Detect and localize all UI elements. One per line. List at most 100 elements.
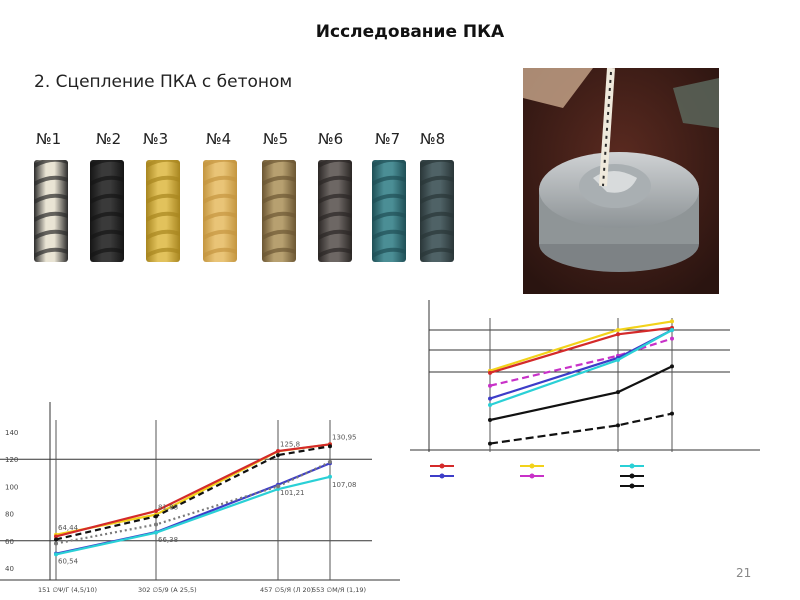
rod-rib: [34, 229, 68, 240]
data-label: 64,44: [58, 524, 79, 532]
rod-rib: [90, 193, 124, 204]
rod-rib: [372, 193, 406, 204]
data-point: [488, 370, 492, 375]
rod-image-6: [318, 160, 352, 262]
rod-rib: [372, 247, 406, 258]
series-line: [55, 443, 331, 538]
data-point: [616, 328, 620, 332]
legend-marker: [629, 473, 635, 479]
rod-rib: [262, 211, 296, 222]
data-point: [488, 418, 492, 422]
data-point: [670, 328, 674, 332]
rod-rib: [146, 211, 180, 222]
x-tick-label: 457 ∅5/Я (Л 20): [260, 586, 313, 594]
rod-rib: [262, 247, 296, 258]
slide-title: Исследование ПКА: [315, 22, 505, 42]
rod-rib: [318, 229, 352, 240]
rod-rib: [203, 229, 237, 240]
y-tick-label: 120: [5, 456, 18, 464]
data-point: [276, 453, 280, 458]
series-line: [55, 475, 331, 556]
y-tick-label: 60: [5, 538, 14, 546]
rod-rib: [262, 160, 296, 168]
rod-label-7: №7: [375, 130, 401, 148]
rod-rib: [420, 160, 454, 168]
rod-rib: [318, 160, 352, 168]
legend-marker: [529, 473, 535, 479]
series-line: [489, 365, 673, 422]
rod-image-1: [34, 160, 68, 262]
rod-rib: [420, 229, 454, 240]
rod-rib: [146, 175, 180, 186]
rod-rib: [34, 175, 68, 186]
rod-rib: [34, 247, 68, 258]
rod-rib: [420, 193, 454, 204]
rod-rib: [420, 211, 454, 222]
series-line: [489, 412, 673, 445]
rod-rib: [90, 247, 124, 258]
rod-rib: [262, 175, 296, 186]
rod-image-3: [146, 160, 180, 262]
rod-label-4: №4: [206, 130, 232, 148]
rod-label-6: №6: [318, 130, 344, 148]
data-point: [670, 364, 674, 369]
rod-label-2: №2: [96, 130, 122, 148]
data-point: [154, 530, 158, 535]
rod-rib: [34, 193, 68, 204]
rod-image-2: [90, 160, 124, 262]
bond-strength-chart-right: [410, 300, 760, 489]
rod-image-5: [262, 160, 296, 262]
series-line: [55, 460, 331, 545]
data-point: [54, 534, 58, 539]
data-point: [616, 390, 620, 395]
data-point: [488, 396, 492, 401]
data-point: [54, 541, 58, 546]
rod-label-3: №3: [143, 130, 169, 148]
data-point: [328, 474, 332, 479]
data-label: 101,21: [280, 489, 305, 497]
data-point: [154, 514, 158, 519]
y-tick-label: 40: [5, 565, 14, 573]
rod-rib: [146, 247, 180, 258]
data-label: 130,95: [332, 433, 357, 441]
rod-rib: [146, 229, 180, 240]
data-point: [488, 383, 492, 388]
rod-rib: [34, 160, 68, 168]
rod-label-5: №5: [263, 130, 289, 148]
data-point: [488, 403, 492, 407]
series-line: [55, 445, 331, 541]
data-point: [328, 444, 332, 449]
x-tick-label: 302 ∅5/9 (А 25,5): [138, 586, 197, 594]
rod-rib: [372, 211, 406, 222]
pullout-test-photo: [523, 68, 719, 294]
rod-rib: [420, 247, 454, 258]
data-point: [54, 552, 58, 557]
rod-rib: [146, 193, 180, 204]
rod-rib: [262, 229, 296, 240]
rod-rib: [90, 175, 124, 186]
legend-marker: [529, 463, 535, 469]
rod-rib: [372, 229, 406, 240]
data-point: [670, 336, 674, 341]
rod-rib: [318, 247, 352, 258]
data-label: 81,88: [158, 504, 178, 512]
rod-rib: [203, 175, 237, 186]
y-tick-label: 140: [5, 429, 18, 437]
section-subtitle: 2. Сцепление ПКА с бетоном: [34, 72, 293, 92]
rod-rib: [146, 160, 180, 168]
data-point: [276, 484, 280, 489]
rod-rib: [203, 247, 237, 258]
rod-rib: [318, 193, 352, 204]
data-label: 107,08: [332, 481, 357, 489]
rod-rib: [420, 175, 454, 186]
data-point: [670, 319, 674, 324]
rod-image-8: [420, 160, 454, 262]
rod-rib: [203, 193, 237, 204]
x-tick-label: 151 ∅Ψ/Γ (4,5/10): [38, 586, 97, 594]
rod-rib: [318, 175, 352, 186]
data-point: [154, 509, 158, 514]
y-tick-label: 80: [5, 511, 14, 519]
y-tick-label: 100: [5, 483, 18, 491]
data-point: [54, 537, 58, 542]
data-label: 60,54: [58, 558, 79, 566]
